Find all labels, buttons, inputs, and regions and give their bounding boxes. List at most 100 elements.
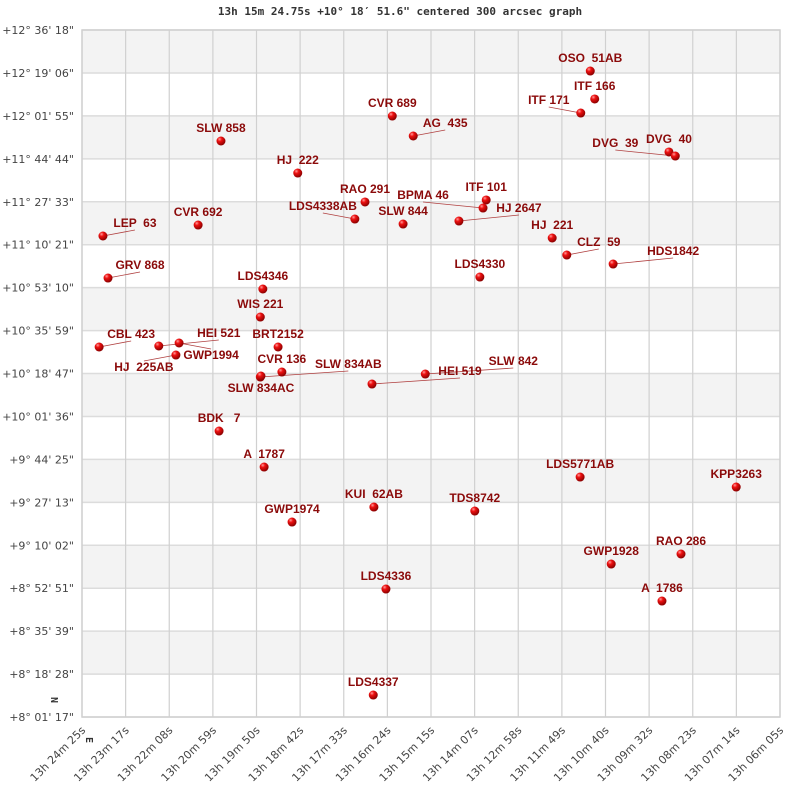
label-leader-line — [260, 370, 349, 378]
star-point[interactable] — [481, 195, 491, 205]
star-label: ITF 171 — [528, 93, 570, 107]
star-point[interactable] — [408, 131, 418, 141]
star-point[interactable] — [606, 559, 616, 569]
star-point[interactable] — [381, 584, 391, 594]
star-label: HEI 519 — [438, 364, 482, 378]
star-label: GRV 868 — [115, 258, 164, 272]
y-tick-label: +10° 53' 10" — [2, 282, 74, 295]
star-point[interactable] — [562, 250, 572, 260]
star-point[interactable] — [608, 259, 618, 269]
label-leader-line — [107, 271, 141, 279]
chart-title: 13h 15m 24.75s +10° 18′ 51.6" centered 3… — [217, 5, 583, 18]
star-point[interactable] — [174, 338, 184, 348]
star-label: HDS1842 — [647, 244, 699, 258]
label-leader-line — [371, 377, 461, 385]
label-leader-line — [458, 214, 519, 222]
star-label: LDS4336 — [361, 569, 412, 583]
star-point[interactable] — [214, 426, 224, 436]
y-tick-label: +8° 18' 28" — [9, 668, 74, 681]
star-point[interactable] — [585, 66, 595, 76]
star-point[interactable] — [103, 273, 113, 283]
star-point[interactable] — [98, 231, 108, 241]
star-point[interactable] — [259, 462, 269, 472]
star-point[interactable] — [475, 272, 485, 282]
star-label: HJ 2647 — [496, 201, 542, 215]
label-leader-line — [422, 201, 484, 209]
star-label: KUI 62AB — [345, 487, 403, 501]
star-point[interactable] — [731, 482, 741, 492]
label-leader-line — [425, 367, 514, 375]
star-label: LDS4337 — [348, 675, 399, 689]
star-point[interactable] — [547, 233, 557, 243]
compass-east: E — [83, 737, 94, 743]
y-tick-label: +8° 52' 51" — [9, 582, 74, 595]
y-tick-label: +10° 01' 36" — [2, 410, 74, 423]
star-label: BPMA 46 — [397, 188, 449, 202]
star-point[interactable] — [287, 517, 297, 527]
y-tick-label: +10° 35' 59" — [2, 325, 74, 338]
star-point[interactable] — [575, 472, 585, 482]
star-point[interactable] — [590, 94, 600, 104]
star-point[interactable] — [171, 350, 181, 360]
y-tick-label: +12° 01' 55" — [2, 110, 74, 123]
star-label: GWP1974 — [264, 502, 320, 516]
star-point[interactable] — [193, 220, 203, 230]
star-point[interactable] — [576, 108, 586, 118]
star-label: LDS5771AB — [546, 457, 614, 471]
star-point[interactable] — [350, 214, 360, 224]
star-point[interactable] — [657, 596, 667, 606]
star-point[interactable] — [454, 216, 464, 226]
y-tick-label: +8° 01' 17" — [9, 711, 74, 724]
star-point[interactable] — [273, 342, 283, 352]
star-label: RAO 291 — [340, 182, 390, 196]
star-point[interactable] — [258, 284, 268, 294]
star-point[interactable] — [94, 342, 104, 352]
plot-border — [81, 29, 781, 718]
star-label: OSO 51AB — [558, 51, 622, 65]
star-label: CVR 689 — [368, 96, 417, 110]
star-point[interactable] — [369, 502, 379, 512]
star-point[interactable] — [398, 219, 408, 229]
star-label: HEI 521 — [197, 326, 241, 340]
y-tick-label: +10° 18' 47" — [2, 368, 74, 381]
star-point[interactable] — [293, 168, 303, 178]
star-label: AG 435 — [423, 116, 468, 130]
star-label: BDK 7 — [198, 411, 241, 425]
star-label: GWP1994 — [183, 348, 239, 362]
star-point[interactable] — [670, 151, 680, 161]
star-label: CVR 692 — [174, 205, 223, 219]
star-point[interactable] — [256, 371, 266, 381]
star-point[interactable] — [478, 203, 488, 213]
label-leader-line — [102, 229, 136, 237]
label-leader-line — [322, 212, 355, 220]
star-point[interactable] — [420, 369, 430, 379]
star-point[interactable] — [154, 341, 164, 351]
star-label: TDS8742 — [449, 491, 500, 505]
label-leader-line — [99, 340, 132, 348]
label-leader-line — [566, 248, 599, 256]
star-label: SLW 858 — [196, 121, 246, 135]
compass-north: N — [50, 697, 61, 703]
star-point[interactable] — [277, 367, 287, 377]
star-label: CBL 423 — [107, 327, 155, 341]
y-tick-label: +12° 36' 18" — [2, 24, 74, 37]
star-label: DVG 40 — [646, 132, 692, 146]
star-label: A 1787 — [243, 447, 285, 461]
y-tick-label: +9° 44' 25" — [9, 453, 74, 466]
star-label: KPP3263 — [711, 467, 763, 481]
star-label: LDS4330 — [455, 257, 506, 271]
star-point[interactable] — [367, 379, 377, 389]
star-point[interactable] — [360, 197, 370, 207]
star-point[interactable] — [387, 111, 397, 121]
star-label: LEP 63 — [113, 216, 156, 230]
star-label: A 1786 — [641, 581, 683, 595]
y-tick-label: +11° 27' 33" — [2, 196, 74, 209]
star-point[interactable] — [470, 506, 480, 516]
star-label: LDS4338AB — [289, 199, 357, 213]
star-label: SLW 844 — [378, 204, 428, 218]
star-point[interactable] — [368, 690, 378, 700]
star-point[interactable] — [216, 136, 226, 146]
star-point[interactable] — [676, 549, 686, 559]
star-point[interactable] — [255, 312, 265, 322]
